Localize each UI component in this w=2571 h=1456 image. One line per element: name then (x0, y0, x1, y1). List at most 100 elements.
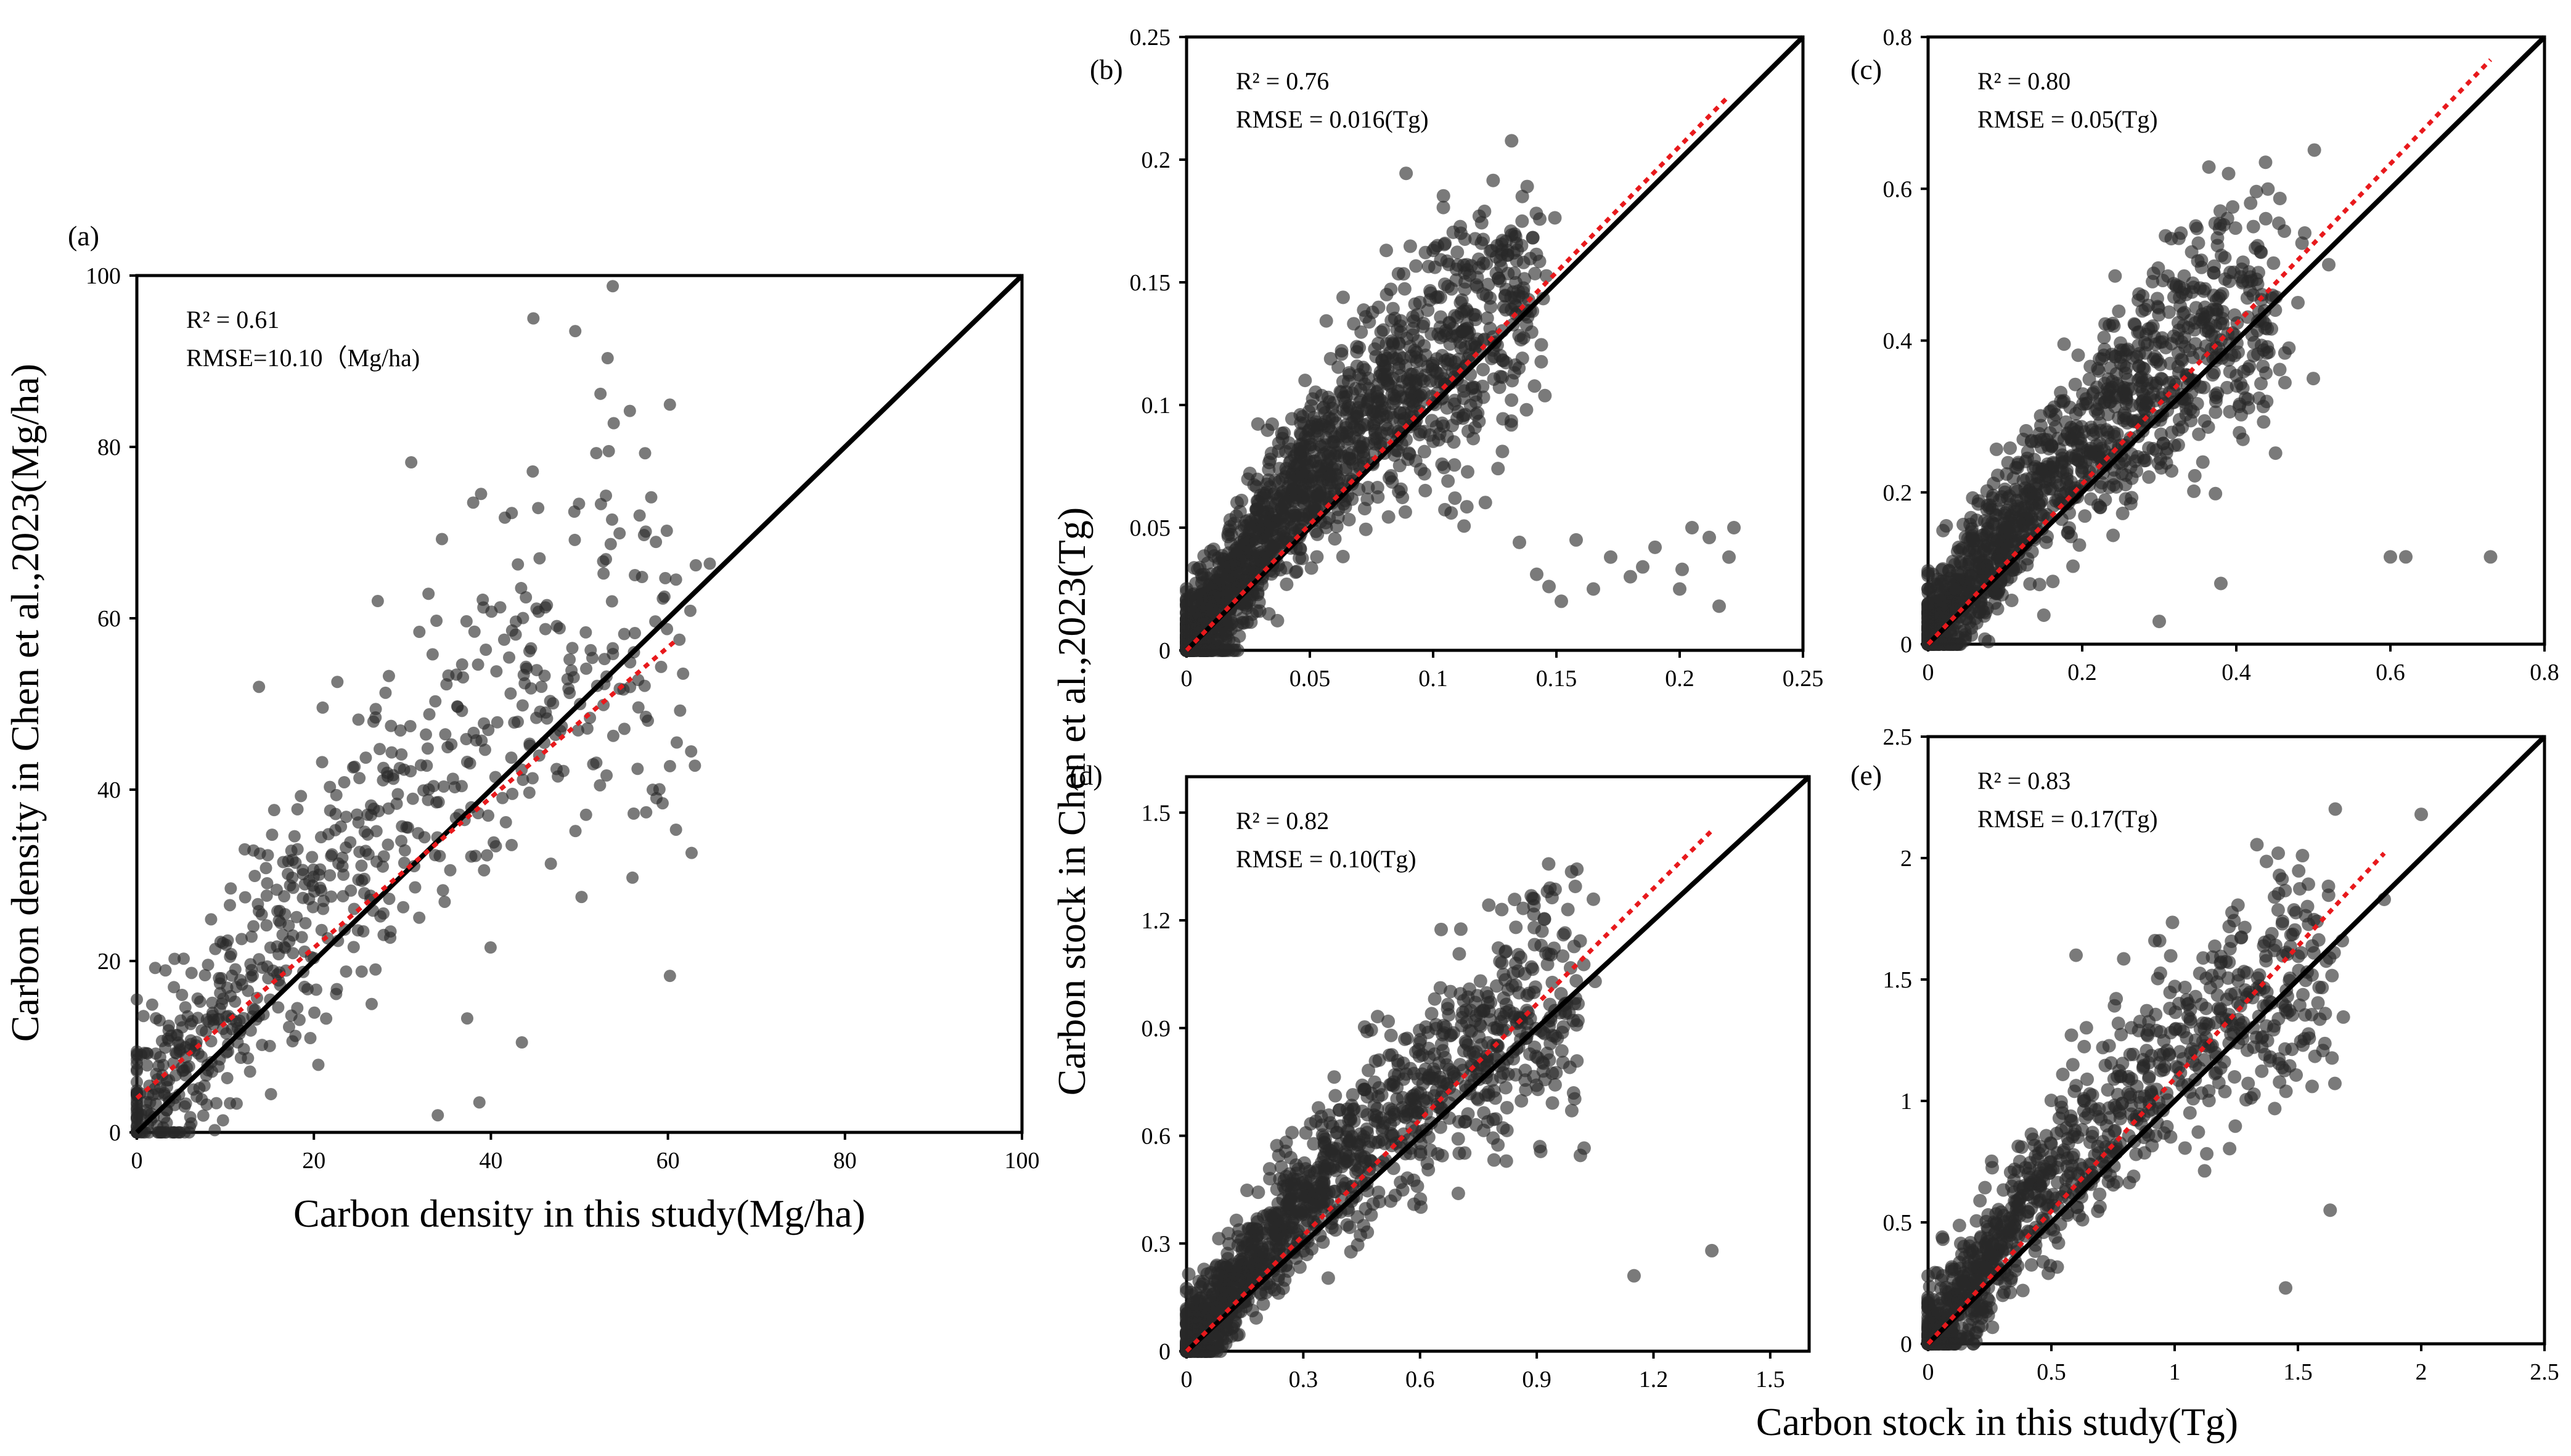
scatter-point (2053, 442, 2067, 456)
scatter-point (324, 780, 337, 793)
scatter-point (260, 890, 273, 902)
scatter-point (278, 890, 291, 903)
scatter-point (2054, 385, 2068, 399)
scatter-point (1428, 1047, 1442, 1061)
scatter-point (590, 447, 603, 460)
scatter-point (431, 1109, 444, 1122)
y-tick-label-d: 0.6 (1142, 1124, 1171, 1150)
scatter-point (670, 736, 683, 749)
scatter-point (669, 573, 682, 586)
scatter-point (2057, 337, 2071, 351)
scatter-point (1513, 535, 1526, 549)
scatter-point (439, 728, 452, 741)
scatter-point (1473, 974, 1487, 988)
scatter-point (206, 1065, 219, 1078)
scatter-point (2222, 274, 2236, 288)
scatter-point (2146, 274, 2160, 288)
scatter-point (2003, 441, 2017, 456)
scatter-point (185, 967, 198, 980)
scatter-point (1441, 353, 1455, 367)
scatter-point (361, 828, 374, 841)
scatter-point (1532, 255, 1547, 269)
scatter-point (385, 746, 398, 759)
scatter-point (316, 756, 329, 769)
scatter-point (511, 715, 524, 728)
scatter-point (131, 1063, 143, 1076)
scatter-point (1327, 1184, 1341, 1198)
scatter-point (317, 894, 330, 907)
scatter-point (397, 901, 410, 914)
scatter-point (1487, 1021, 1501, 1035)
y-tick-label-c: 0.2 (1883, 480, 1913, 506)
scatter-point (1275, 431, 1290, 446)
scatter-point (661, 623, 674, 636)
scatter-point (1229, 509, 1243, 523)
scatter-point (289, 856, 302, 869)
scatter-point (1527, 938, 1542, 952)
scatter-point (506, 787, 519, 800)
scatter-point (1332, 1103, 1346, 1117)
x-tick-label-a: 20 (302, 1148, 325, 1174)
scatter-point (2149, 354, 2164, 369)
scatter-point (426, 648, 439, 661)
scatter-point (141, 1059, 153, 1072)
scatter-point (1421, 260, 1436, 274)
scatter-point (2258, 321, 2272, 335)
scatter-point (1451, 258, 1465, 272)
scatter-point (1335, 347, 1349, 361)
scatter-point (1402, 447, 1416, 461)
scatter-point (685, 745, 698, 758)
scatter-point (607, 642, 619, 655)
panel-label-b: (b) (1090, 54, 1123, 85)
scatter-point (673, 633, 686, 646)
stat-a-0: R² = 0.61 (186, 306, 279, 333)
y-tick-label-b: 0 (1159, 638, 1171, 664)
scatter-point (539, 623, 552, 636)
scatter-point (2202, 160, 2216, 174)
scatter-point (1413, 462, 1428, 476)
scatter-point (2138, 346, 2152, 360)
panel-d: 0 0.3 0.6 0.9 1.2 1.500.30.60.91.21.5(d)R² = … (1069, 759, 1811, 1393)
scatter-point (1270, 613, 1285, 628)
scatter-point (1450, 245, 1465, 260)
scatter-point (1406, 328, 1420, 342)
scatter-point (1457, 519, 1471, 533)
scatter-point (631, 763, 644, 775)
scatter-point (1921, 611, 1935, 626)
scatter-point (448, 781, 461, 794)
scatter-point (2322, 258, 2336, 272)
scatter-point (251, 898, 264, 910)
y-tick-label-d: 0.3 (1142, 1231, 1171, 1257)
scatter-point (1458, 1114, 1473, 1129)
scatter-point (1454, 226, 1468, 240)
scatter-point (1499, 1154, 1513, 1168)
scatter-point (2266, 256, 2281, 270)
scatter-point (2187, 484, 2201, 498)
x-tick-label-a: 0 (131, 1148, 143, 1174)
scatter-point (1191, 562, 1205, 576)
scatter-point (1447, 458, 1461, 472)
scatter-point (1483, 244, 1497, 258)
scatter-point (1381, 510, 1396, 524)
scatter-point (1222, 1237, 1236, 1251)
scatter-point (1392, 383, 1406, 398)
x-tick-label-d: 0.9 (1522, 1367, 1551, 1393)
scatter-point (1506, 246, 1521, 260)
scatter-point (494, 601, 507, 614)
scatter-point (1453, 922, 1468, 936)
scatter-point (1480, 311, 1494, 325)
scatter-point (1384, 282, 1398, 297)
scatter-point (1969, 513, 1984, 528)
scatter-point (331, 676, 344, 689)
scatter-point (382, 669, 395, 682)
scatter-point (1271, 492, 1285, 506)
scatter-point (456, 658, 468, 671)
scatter-point (2228, 308, 2242, 322)
scatter-point (320, 1012, 333, 1025)
scatter-point (234, 1052, 247, 1065)
scatter-point (214, 986, 227, 999)
scatter-point (1217, 644, 1232, 657)
scatter-point (1495, 444, 1510, 459)
scatter-point (394, 724, 407, 737)
